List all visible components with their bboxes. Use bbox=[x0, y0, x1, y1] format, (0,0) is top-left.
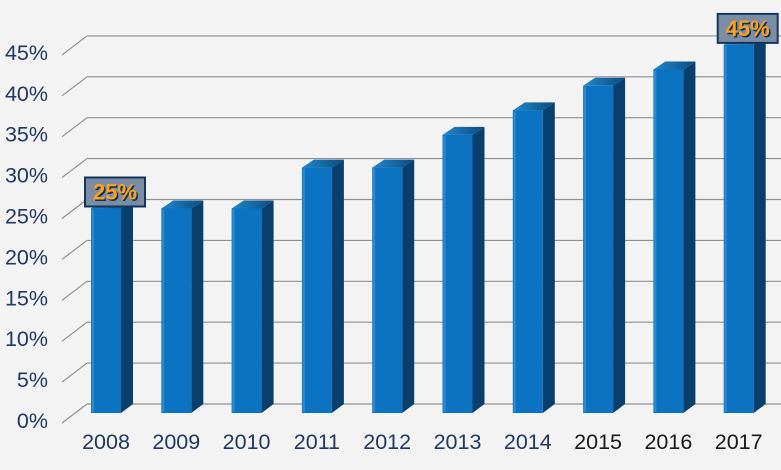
bar-2009 bbox=[161, 200, 204, 413]
bar-2012 bbox=[372, 159, 415, 413]
data-label-text: 45% bbox=[726, 16, 770, 41]
bar-side-face bbox=[402, 159, 415, 413]
bar-edge-highlight bbox=[724, 45, 727, 413]
y-tick-label-25%: 25% bbox=[5, 205, 48, 229]
bar-top-face bbox=[301, 159, 344, 168]
tick-connector-10% bbox=[61, 321, 88, 342]
tick-connector-35% bbox=[61, 117, 88, 138]
data-label-text-shadow: 45% bbox=[727, 17, 771, 42]
bar-2013 bbox=[442, 126, 485, 413]
bar-2011 bbox=[301, 159, 344, 413]
bar-front-face bbox=[653, 69, 684, 413]
bar-front-face bbox=[583, 85, 614, 414]
bar-front-face bbox=[372, 167, 403, 413]
y-tick-label-15%: 15% bbox=[5, 286, 48, 310]
bar-top-face bbox=[512, 102, 555, 111]
x-tick-label-2009: 2009 bbox=[152, 430, 200, 454]
tick-connector-0% bbox=[61, 403, 88, 424]
bar-front-face bbox=[512, 110, 543, 413]
x-tick-label-2011: 2011 bbox=[294, 430, 340, 454]
bar-edge-highlight bbox=[583, 86, 587, 413]
tick-connector-15% bbox=[61, 280, 88, 301]
bar-side-face bbox=[331, 159, 344, 413]
data-label-box bbox=[84, 176, 146, 208]
bar-2010 bbox=[231, 200, 274, 413]
bar-edge-highlight bbox=[443, 135, 446, 412]
y-tick-label-35%: 35% bbox=[5, 123, 48, 147]
bar-edge-highlight bbox=[161, 209, 165, 412]
bar-edge-highlight bbox=[654, 70, 657, 412]
bar-top-face bbox=[583, 77, 626, 86]
x-tick-label-2016: 2016 bbox=[644, 430, 692, 454]
tick-connector-30% bbox=[61, 158, 88, 179]
bar-top-face bbox=[372, 159, 415, 168]
bar-2015 bbox=[583, 77, 626, 414]
bar-side-face bbox=[261, 200, 274, 413]
bar-side-face bbox=[542, 102, 555, 413]
bar-edge-highlight bbox=[232, 209, 235, 412]
bar-front-face bbox=[301, 167, 332, 413]
tick-connector-40% bbox=[61, 76, 88, 97]
x-tick-label-2010: 2010 bbox=[223, 430, 271, 454]
bar-side-face bbox=[613, 77, 626, 414]
data-label-box bbox=[716, 12, 779, 44]
bar-side-face bbox=[472, 126, 485, 413]
bar-front-face bbox=[161, 208, 192, 413]
bar-front-face bbox=[91, 208, 121, 413]
x-tick-label-2008: 2008 bbox=[82, 430, 130, 454]
tick-connector-20% bbox=[61, 239, 88, 260]
bar-top-face bbox=[231, 200, 274, 209]
x-tick-label-2017: 2017 bbox=[715, 430, 763, 454]
bar-side-face bbox=[753, 36, 766, 414]
bar-top-face bbox=[442, 126, 485, 135]
bar-top-face bbox=[653, 61, 696, 70]
bar-front-face bbox=[723, 44, 754, 414]
tick-connector-45% bbox=[61, 35, 88, 56]
bar-edge-highlight bbox=[91, 209, 94, 412]
tick-connector-5% bbox=[61, 362, 88, 383]
bar-side-face bbox=[683, 61, 696, 413]
bar-front-face bbox=[442, 134, 473, 413]
bar-front-face bbox=[231, 208, 262, 413]
x-tick-label-2014: 2014 bbox=[504, 430, 552, 454]
y-tick-label-5%: 5% bbox=[17, 368, 48, 392]
x-tick-label-2015: 2015 bbox=[574, 430, 622, 454]
bar-side-face bbox=[121, 200, 133, 413]
bar-edge-highlight bbox=[372, 168, 376, 412]
tick-connector-25% bbox=[61, 199, 88, 219]
y-tick-label-45%: 45% bbox=[5, 41, 48, 65]
data-label-text: 25% bbox=[93, 180, 137, 205]
bar-top-face bbox=[161, 200, 204, 209]
x-tick-label-2012: 2012 bbox=[363, 430, 411, 454]
data-label-text-shadow: 25% bbox=[94, 181, 138, 206]
bar-2014 bbox=[512, 102, 555, 413]
data-label-2017: 45%45% bbox=[716, 12, 779, 44]
y-tick-label-20%: 20% bbox=[5, 245, 48, 269]
data-label-2008: 25%25% bbox=[84, 176, 146, 208]
bar-2017 bbox=[723, 36, 766, 414]
bar-2008 bbox=[91, 200, 133, 413]
y-tick-label-10%: 10% bbox=[5, 327, 48, 351]
bar-side-face bbox=[191, 200, 204, 413]
y-tick-label-0%: 0% bbox=[17, 409, 48, 433]
bar-edge-highlight bbox=[513, 111, 516, 412]
x-tick-label-2013: 2013 bbox=[434, 430, 482, 454]
y-tick-label-30%: 30% bbox=[5, 164, 48, 188]
bar-edge-highlight bbox=[302, 168, 305, 412]
bar-2016 bbox=[653, 61, 696, 413]
y-tick-label-40%: 40% bbox=[5, 82, 48, 106]
